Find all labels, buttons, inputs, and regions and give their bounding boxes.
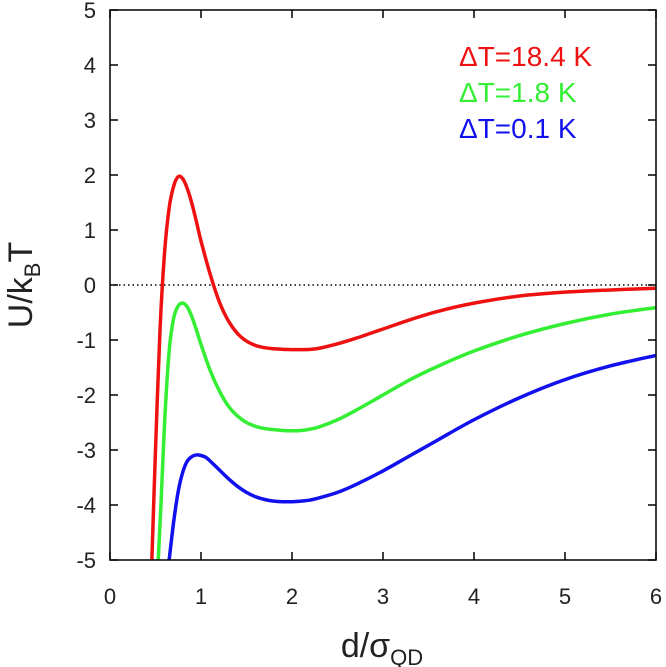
legend-entry-2: ΔT=1.8 K xyxy=(459,77,577,108)
y-tick-label: -5 xyxy=(76,548,96,573)
legend-entry-3: ΔT=0.1 K xyxy=(459,113,577,144)
x-tick-label: 4 xyxy=(468,584,480,609)
y-tick-label: -3 xyxy=(76,438,96,463)
y-tick-label: 1 xyxy=(84,218,96,243)
y-tick-label: 5 xyxy=(84,0,96,23)
y-tick-label: -1 xyxy=(76,328,96,353)
series-line-2 xyxy=(156,301,656,560)
y-tick-label: -4 xyxy=(76,493,96,518)
x-tick-label: 3 xyxy=(377,584,389,609)
x-tick-label: 1 xyxy=(195,584,207,609)
x-tick-label: 2 xyxy=(286,584,298,609)
x-tick-label: 5 xyxy=(559,584,571,609)
legend-entry-1: ΔT=18.4 K xyxy=(459,41,592,72)
y-tick-label: -2 xyxy=(76,383,96,408)
y-tick-label: 0 xyxy=(84,273,96,298)
series-line-1 xyxy=(150,174,656,560)
x-axis-title: d/σQD xyxy=(341,627,423,667)
y-tick-label: 4 xyxy=(84,53,96,78)
y-axis-title: U/kBT xyxy=(2,242,45,328)
x-tick-label: 0 xyxy=(104,584,116,609)
y-tick-label: 2 xyxy=(84,163,96,188)
x-tick-label: 6 xyxy=(650,584,662,609)
series-line-3 xyxy=(167,353,656,560)
y-tick-label: 3 xyxy=(84,108,96,133)
